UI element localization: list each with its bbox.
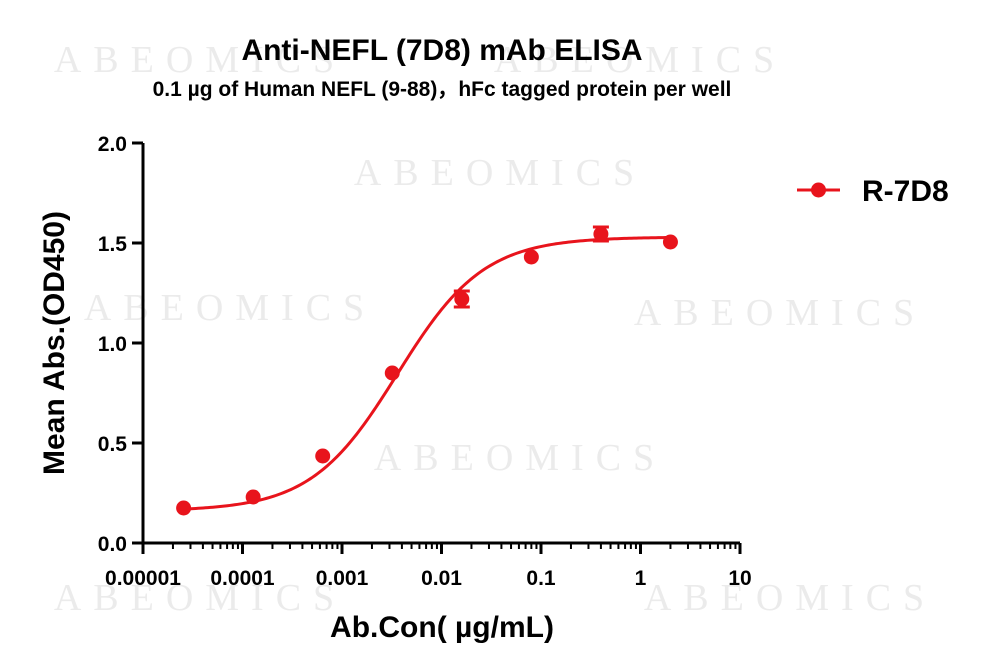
data-point [315, 448, 331, 464]
x-tick-label: 1 [635, 567, 647, 590]
data-point [523, 249, 539, 265]
watermark-text: ABEOMICS [634, 292, 926, 334]
data-point [176, 500, 192, 516]
legend: R-7D8 [797, 175, 949, 208]
watermark-text: ABEOMICS [54, 577, 346, 619]
legend-marker [811, 182, 826, 198]
data-point [384, 365, 400, 381]
y-tick-label: 0.5 [98, 433, 128, 456]
legend-label: R-7D8 [862, 175, 949, 208]
watermark-text: ABEOMICS [644, 577, 936, 619]
x-tick-label: 0.01 [421, 567, 462, 590]
watermark-text: ABEOMICS [84, 287, 376, 329]
watermark-text: ABEOMICS [54, 39, 346, 81]
x-tick-label: 10 [728, 567, 751, 590]
x-tick-label: 0.00001 [105, 567, 181, 590]
y-axis-label: Mean Abs.(OD450) [38, 211, 71, 475]
fit-curve [183, 235, 671, 511]
x-tick-label: 0.0001 [210, 567, 275, 590]
x-axis-label: Ab.Con( µg/mL) [330, 611, 554, 644]
chart-subtitle: 0.1 µg of Human NEFL (9-88)，hFc tagged p… [153, 78, 732, 101]
watermark-layer: ABEOMICS ABEOMICS ABEOMICS ABEOMICS ABEOMICS… [54, 39, 936, 619]
data-point [662, 234, 678, 250]
y-tick-label: 1.0 [98, 333, 127, 356]
x-tick-label: 0.1 [526, 567, 556, 590]
axes: 0.0 0.5 1.0 1.5 2.0 0.00001 0.0001 0.001 0.01 0.1… [98, 133, 752, 590]
watermark-text: ABEOMICS [494, 39, 786, 81]
y-tick-label: 1.5 [98, 233, 128, 256]
data-point [454, 291, 470, 307]
chart-title: Anti-NEFL (7D8) mAb ELISA [241, 34, 642, 67]
data-point [593, 226, 609, 242]
x-tick-label: 0.001 [316, 567, 369, 590]
data-point [245, 489, 261, 505]
y-tick-label: 2.0 [98, 133, 127, 156]
watermark-text: ABEOMICS [354, 152, 646, 194]
y-tick-label: 0.0 [98, 533, 127, 556]
watermark-text: ABEOMICS [374, 437, 666, 479]
plot-area [176, 225, 678, 516]
